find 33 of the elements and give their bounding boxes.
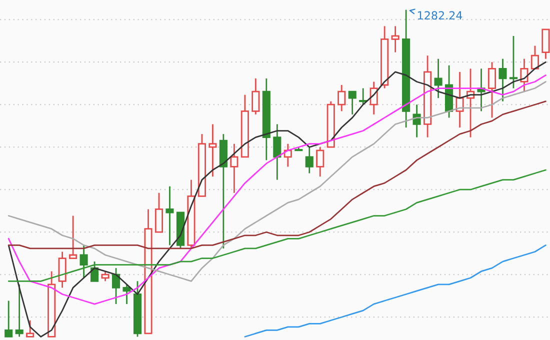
candlestick (498, 58, 507, 102)
candlestick (348, 90, 356, 116)
candlestick (520, 58, 528, 92)
candlestick (530, 45, 539, 70)
candlestick (112, 267, 120, 305)
candlestick (338, 84, 346, 112)
candlestick (154, 192, 164, 233)
candlestick (509, 35, 518, 89)
candlestick (4, 300, 13, 338)
candlestick (80, 244, 88, 279)
candlestick (15, 284, 24, 338)
candlestick (252, 78, 260, 116)
annotation: 1282.24 (418, 11, 462, 20)
candlestick (456, 71, 464, 128)
candlestick (90, 260, 99, 282)
candlestick (412, 104, 421, 138)
candlestick (69, 215, 78, 259)
candlestick (542, 28, 550, 60)
candlestick (370, 81, 378, 116)
candlestick (122, 284, 131, 305)
candlestick (230, 143, 238, 194)
candlestick (101, 270, 110, 282)
candlestick (391, 25, 400, 54)
candlestick (305, 146, 314, 174)
candlestick (273, 124, 282, 181)
candlestick (359, 88, 368, 106)
candlestick (208, 124, 217, 178)
candlestick (58, 251, 66, 288)
candlestick (316, 146, 324, 178)
candlestick (434, 58, 442, 99)
candlestick (166, 186, 174, 246)
candlestick (488, 61, 496, 118)
candlestick (26, 320, 34, 338)
